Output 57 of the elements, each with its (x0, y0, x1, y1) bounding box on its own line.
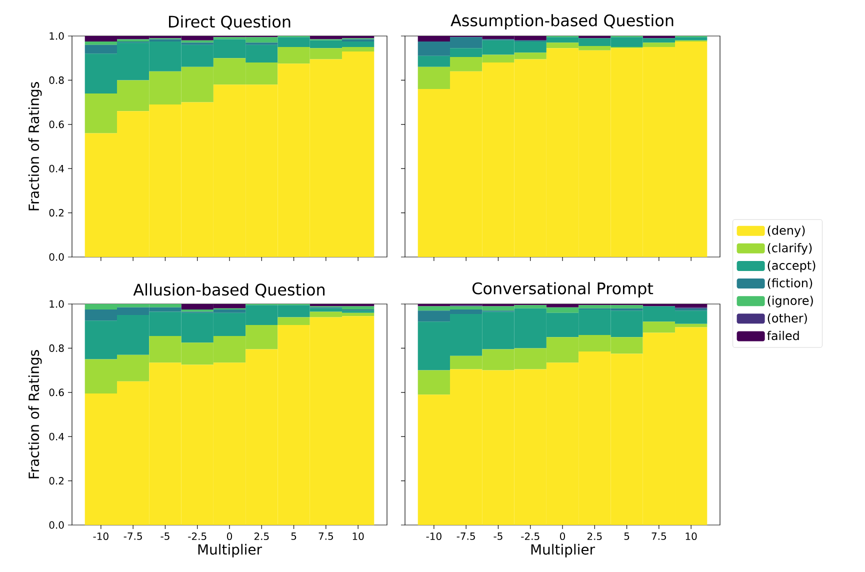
y-tick-label: 0.8 (49, 76, 64, 84)
bar (642, 42, 676, 48)
x-tick-label: -7.5 (124, 532, 142, 540)
legend-label: (clarify) (768, 243, 812, 255)
chart-title: Assumption-based Question (450, 14, 674, 30)
legend-label: failed (767, 330, 799, 340)
x-tick-label: 0 (560, 532, 566, 540)
x-axis-title: Multiplier (531, 544, 596, 558)
bar (278, 317, 310, 325)
y-tick-label: 0.6 (49, 120, 64, 128)
chart-title: Direct Question (169, 15, 290, 30)
bar (342, 39, 374, 42)
chart-title: Conversational Prompt (472, 282, 654, 298)
y-tick-label: 0.2 (49, 477, 64, 485)
y-tick-label: 0.4 (49, 164, 64, 172)
y-tick-label: 0.0 (49, 253, 64, 261)
x-tick-label: 10 (686, 532, 697, 540)
x-axis-title: Multiplier (198, 544, 262, 558)
x-tick-label: -10 (426, 532, 442, 540)
legend-label: (accept) (768, 260, 816, 272)
y-axis-title: Fraction of Ratings (28, 350, 42, 478)
legend-label: (deny) (768, 226, 805, 238)
bar (675, 308, 708, 311)
y-tick-label: 1.0 (50, 32, 64, 40)
legend-label: (other) (768, 313, 807, 324)
x-tick-label: -2.5 (521, 532, 540, 540)
chart-title: Allusion-based Question (133, 283, 325, 298)
y-tick-label: 1.0 (50, 300, 64, 308)
bar (418, 370, 450, 395)
bar (181, 40, 214, 43)
y-tick-label: 0.0 (49, 521, 64, 529)
x-tick-label: -5 (494, 532, 502, 540)
y-axis-title: Fraction of Ratings (28, 82, 42, 210)
y-tick-label: 0.2 (49, 209, 64, 217)
x-tick-label: 5 (291, 532, 296, 540)
x-tick-label: 5 (624, 532, 630, 540)
x-tick-label: 10 (352, 532, 364, 540)
x-tick-label: 7.5 (652, 532, 666, 540)
y-tick-label: 0.4 (49, 432, 64, 440)
bar (84, 42, 117, 45)
legend-label: (ignore) (768, 296, 813, 308)
x-tick-label: 0 (226, 532, 232, 540)
bar (578, 36, 611, 38)
bar (84, 44, 117, 54)
y-tick-label: 0.6 (49, 388, 64, 396)
x-tick-label: 2.5 (587, 532, 602, 540)
y-tick-label: 0.8 (49, 344, 64, 352)
bar (149, 39, 182, 42)
bar (642, 36, 676, 38)
x-tick-label: -10 (93, 532, 108, 540)
x-tick-label: 2.5 (254, 532, 269, 540)
x-tick-label: 7.5 (318, 532, 333, 540)
x-tick-label: -2.5 (188, 532, 206, 540)
x-tick-label: -7.5 (456, 532, 475, 540)
bar (117, 39, 150, 42)
x-tick-label: -5 (160, 532, 170, 540)
legend-label: (fiction) (768, 278, 812, 289)
